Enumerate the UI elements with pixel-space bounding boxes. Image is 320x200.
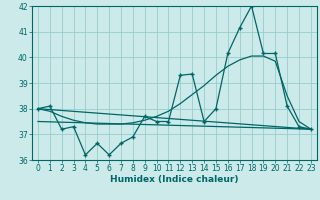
X-axis label: Humidex (Indice chaleur): Humidex (Indice chaleur)	[110, 175, 239, 184]
